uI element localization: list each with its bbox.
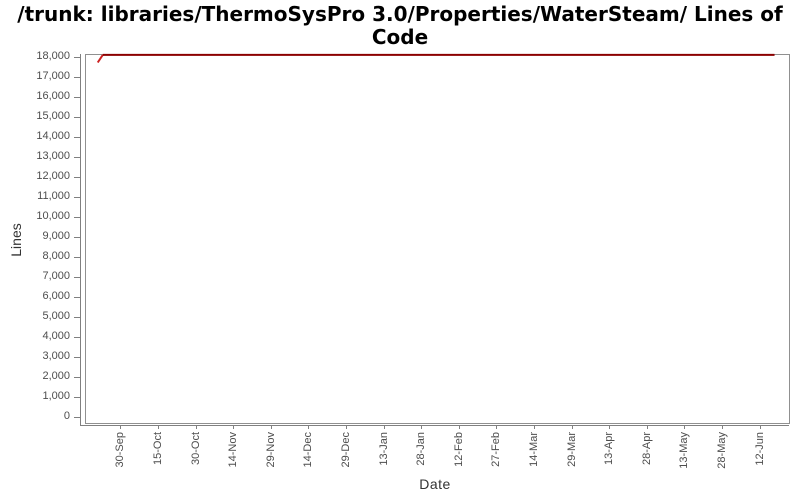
x-axis-title: Date [419,476,451,492]
y-tick-label: 17,000 [36,70,70,82]
y-tick-label: 8,000 [42,250,70,262]
y-tick-label: 5,000 [42,310,70,322]
x-tick-label: 30-Oct [189,432,202,466]
y-tick-mark [74,157,80,158]
y-tick-mark [74,417,80,418]
x-tick-label: 27-Feb [490,432,503,467]
y-tick-label: 13,000 [36,150,70,162]
x-tick-label: 12-Jun [753,432,766,466]
x-axis-line [80,425,789,426]
y-axis-title: Lines [8,223,24,257]
x-tick-label: 14-Dec [302,432,315,468]
y-tick-mark [74,97,80,98]
x-tick-label: 13-Apr [603,432,616,466]
x-tick-mark [459,425,460,429]
y-tick-mark [74,197,80,198]
x-tick-label: 13-Jan [377,432,390,466]
y-tick-label: 3,000 [42,350,70,362]
y-tick-label: 14,000 [36,130,70,142]
y-tick-label: 7,000 [42,270,70,282]
y-tick-mark [74,137,80,138]
x-tick-label: 30-Sep [114,432,127,468]
y-tick-label: 1,000 [42,390,70,402]
y-axis-line [80,54,81,426]
x-tick-label: 14-Mar [527,432,540,467]
x-tick-mark [609,425,610,429]
x-tick-label: 29-Dec [339,432,352,468]
x-tick-mark [233,425,234,429]
y-tick-label: 15,000 [36,110,70,122]
y-tick-label: 0 [63,410,70,422]
x-tick-mark [196,425,197,429]
y-tick-mark [74,277,80,278]
y-tick-mark [74,217,80,218]
x-tick-mark [722,425,723,429]
y-tick-mark [74,337,80,338]
x-tick-mark [760,425,761,429]
y-tick-mark [74,57,80,58]
y-tick-mark [74,257,80,258]
y-tick-mark [74,117,80,118]
y-tick-mark [74,357,80,358]
x-tick-label: 15-Oct [151,432,164,466]
y-tick-label: 10,000 [36,210,70,222]
x-tick-mark [572,425,573,429]
x-tick-mark [384,425,385,429]
y-tick-label: 12,000 [36,170,70,182]
y-tick-label: 11,000 [37,190,70,202]
x-tick-label: 29-Mar [565,432,578,467]
x-tick-mark [421,425,422,429]
x-tick-mark [120,425,121,429]
y-tick-label: 2,000 [42,370,70,382]
x-tick-label: 12-Feb [452,432,465,467]
y-tick-label: 18,000 [36,50,70,62]
y-tick-label: 6,000 [42,290,70,302]
x-tick-mark [346,425,347,429]
chart-title: /trunk: libraries/ThermoSysPro 3.0/Prope… [17,2,783,49]
x-tick-mark [308,425,309,429]
x-tick-mark [271,425,272,429]
y-tick-mark [74,317,80,318]
y-tick-label: 16,000 [36,90,70,102]
y-tick-mark [74,77,80,78]
y-tick-mark [74,237,80,238]
y-tick-label: 4,000 [42,330,70,342]
x-tick-mark [158,425,159,429]
plot-area [85,54,790,424]
x-tick-mark [496,425,497,429]
x-tick-mark [684,425,685,429]
x-tick-label: 28-Jan [415,432,428,466]
x-tick-label: 13-May [678,432,691,469]
x-tick-mark [534,425,535,429]
y-tick-mark [74,177,80,178]
x-tick-label: 29-Nov [264,432,277,468]
y-tick-label: 9,000 [42,230,70,242]
x-tick-label: 28-May [715,432,728,469]
x-tick-label: 14-Nov [227,432,240,468]
x-tick-mark [647,425,648,429]
y-tick-mark [74,397,80,398]
x-tick-label: 28-Apr [640,432,653,466]
y-tick-mark [74,297,80,298]
y-tick-mark [74,377,80,378]
